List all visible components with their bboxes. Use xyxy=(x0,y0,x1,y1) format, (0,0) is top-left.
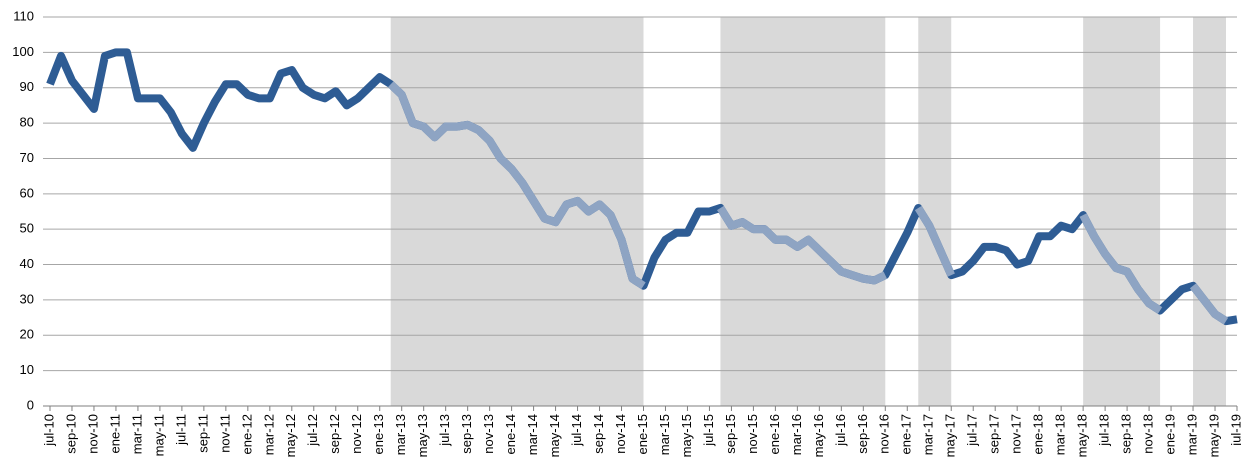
y-tick-label: 0 xyxy=(27,397,34,412)
x-tick-label: may-16 xyxy=(811,414,826,457)
x-tick-label: mar-18 xyxy=(1053,414,1068,455)
x-tick-label: jul-15 xyxy=(701,414,716,447)
x-tick-label: mar-16 xyxy=(789,414,804,455)
y-tick-label: 100 xyxy=(12,44,34,59)
y-tick-label: 40 xyxy=(20,256,34,271)
x-tick-label: may-15 xyxy=(679,414,694,457)
x-tick-label: nov-12 xyxy=(349,414,364,454)
x-tick-label: sep-16 xyxy=(855,414,870,454)
y-tick-label: 60 xyxy=(20,185,34,200)
x-tick-label: mar-13 xyxy=(393,414,408,455)
x-tick-label: jul-13 xyxy=(437,414,452,447)
x-tick-label: ene-17 xyxy=(899,414,914,454)
x-tick-label: mar-14 xyxy=(525,414,540,455)
x-tick-label: nov-14 xyxy=(613,414,628,454)
x-tick-label: ene-16 xyxy=(767,414,782,454)
x-tick-label: jul-19 xyxy=(1228,414,1241,447)
x-tick-label: may-17 xyxy=(943,414,958,457)
x-tick-label: nov-18 xyxy=(1141,414,1156,454)
x-tick-label: mar-15 xyxy=(657,414,672,455)
y-tick-label: 80 xyxy=(20,115,34,130)
x-tick-label: jul-10 xyxy=(41,414,56,447)
x-tick-label: sep-15 xyxy=(723,414,738,454)
x-tick-label: nov-17 xyxy=(1009,414,1024,454)
x-tick-label: sep-10 xyxy=(63,414,78,454)
x-tick-label: jul-18 xyxy=(1097,414,1112,447)
x-tick-label: nov-11 xyxy=(217,414,232,453)
highlight-segment xyxy=(387,81,646,290)
shaded-band xyxy=(720,17,886,406)
x-tick-label: jul-14 xyxy=(569,414,584,447)
x-tick-label: ene-12 xyxy=(239,414,254,454)
x-tick-label: ene-13 xyxy=(371,414,386,454)
y-tick-label: 50 xyxy=(20,221,34,236)
x-tick-label: sep-14 xyxy=(591,414,606,454)
x-tick-label: mar-12 xyxy=(261,414,276,455)
y-tick-label: 10 xyxy=(20,362,34,377)
shaded-band xyxy=(1193,17,1227,406)
x-tick-label: ene-19 xyxy=(1162,414,1177,454)
x-tick-label: ene-18 xyxy=(1031,414,1046,454)
y-tick-label: 90 xyxy=(20,79,34,94)
x-tick-label: jul-17 xyxy=(965,414,980,447)
x-tick-label: ene-11 xyxy=(107,414,122,454)
y-tick-label: 70 xyxy=(20,150,34,165)
x-tick-label: sep-12 xyxy=(327,414,342,454)
x-tick-label: jul-11 xyxy=(173,414,188,446)
x-tick-label: mar-11 xyxy=(129,414,144,454)
x-tick-label: nov-16 xyxy=(877,414,892,454)
y-tick-label: 110 xyxy=(13,8,34,23)
x-tick-label: jul-12 xyxy=(305,414,320,447)
x-tick-label: sep-13 xyxy=(459,414,474,454)
x-tick-label: mar-17 xyxy=(921,414,936,455)
highlight-segment xyxy=(1189,283,1229,325)
x-tick-label: may-14 xyxy=(547,414,562,457)
highlight-segment xyxy=(717,205,888,285)
x-tick-label: ene-14 xyxy=(503,414,518,454)
x-tick-label: nov-13 xyxy=(481,414,496,454)
x-tick-label: nov-10 xyxy=(85,414,100,454)
y-tick-label: 20 xyxy=(20,327,34,342)
x-tick-label: sep-17 xyxy=(987,414,1002,454)
data-line xyxy=(46,48,1238,326)
x-tick-label: may-18 xyxy=(1075,414,1090,457)
highlight-segment xyxy=(914,205,955,277)
x-tick-label: sep-18 xyxy=(1119,414,1134,454)
x-tick-label: may-11 xyxy=(151,414,166,456)
x-tick-label: may-12 xyxy=(283,414,298,457)
x-tick-label: sep-11 xyxy=(195,414,210,453)
shaded-band xyxy=(1083,17,1161,406)
highlight-segment xyxy=(1079,213,1163,314)
x-tick-label: may-13 xyxy=(415,414,430,457)
y-tick-label: 30 xyxy=(20,291,34,306)
x-tick-label: may-19 xyxy=(1206,414,1221,457)
x-tick-label: jul-16 xyxy=(833,414,848,447)
x-tick-label: nov-15 xyxy=(745,414,760,454)
x-tick-label: mar-19 xyxy=(1184,414,1199,455)
x-tick-label: ene-15 xyxy=(635,414,650,454)
